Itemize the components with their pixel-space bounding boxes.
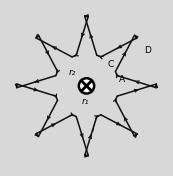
Text: A: A	[119, 75, 125, 84]
Text: C: C	[107, 60, 113, 69]
Text: i: i	[91, 125, 94, 134]
Text: D: D	[144, 46, 151, 55]
Text: r₁: r₁	[82, 97, 89, 106]
Circle shape	[79, 78, 94, 93]
Text: r₂: r₂	[69, 68, 77, 77]
